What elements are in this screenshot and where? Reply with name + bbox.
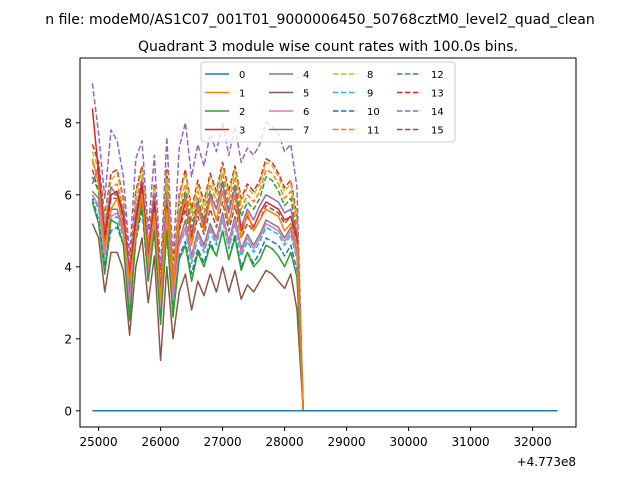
y-tick-label: 8 xyxy=(64,116,72,130)
x-tick-label: 30000 xyxy=(390,435,428,449)
legend-entry-14: 14 xyxy=(397,107,444,118)
legend-entry-11: 11 xyxy=(333,126,380,137)
legend-entry-4: 4 xyxy=(269,70,309,81)
legend-label: 0 xyxy=(239,70,245,81)
x-tick-label: 29000 xyxy=(328,435,366,449)
legend-label: 1 xyxy=(239,89,245,100)
legend-label: 9 xyxy=(367,89,373,100)
y-tick-label: 6 xyxy=(64,188,72,202)
legend-label: 14 xyxy=(431,107,444,118)
legend-entry-10: 10 xyxy=(333,107,380,118)
legend-entry-3: 3 xyxy=(205,126,245,137)
legend-entry-2: 2 xyxy=(205,107,245,118)
y-tick-label: 2 xyxy=(64,332,72,346)
x-tick-label: 25000 xyxy=(80,435,118,449)
legend-entry-5: 5 xyxy=(269,89,309,100)
legend-label: 11 xyxy=(367,126,380,137)
axes-frame xyxy=(79,57,577,428)
x-offset-label: +4.773e8 xyxy=(517,455,576,469)
x-tick-label: 26000 xyxy=(142,435,180,449)
legend-entry-8: 8 xyxy=(333,70,373,81)
legend-label: 5 xyxy=(303,89,309,100)
legend-box xyxy=(200,61,456,143)
legend-entry-15: 15 xyxy=(397,126,444,137)
legend-entry-6: 6 xyxy=(269,107,309,118)
chart-title: Quadrant 3 module wise count rates with … xyxy=(138,39,518,55)
legend-entry-7: 7 xyxy=(269,126,309,137)
legend-label: 15 xyxy=(431,126,444,137)
legend-label: 8 xyxy=(367,70,373,81)
x-tick-label: 28000 xyxy=(266,435,304,449)
x-tick-label: 31000 xyxy=(452,435,490,449)
legend-label: 2 xyxy=(239,107,245,118)
y-tick-label: 0 xyxy=(64,404,72,418)
legend-label: 13 xyxy=(431,89,444,100)
y-tick-label: 4 xyxy=(64,260,72,274)
legend-entry-0: 0 xyxy=(205,70,245,81)
figure-suptitle: n file: modeM0/AS1C07_001T01_9000006450_… xyxy=(45,12,594,28)
legend-label: 10 xyxy=(367,107,380,118)
legend-entry-9: 9 xyxy=(333,89,373,100)
legend-entry-13: 13 xyxy=(397,89,444,100)
x-tick-label: 27000 xyxy=(204,435,242,449)
legend-entry-1: 1 xyxy=(205,89,245,100)
x-tick-label: 32000 xyxy=(514,435,552,449)
x-axis: 25000 26000 27000 28000 29000 30000 31000 32000 xyxy=(80,427,552,449)
series-line-1 xyxy=(91,158,558,412)
legend-label: 6 xyxy=(303,107,309,118)
legend-entry-12: 12 xyxy=(397,70,444,81)
legend-label: 4 xyxy=(303,70,309,81)
series-layer xyxy=(91,83,558,412)
legend-label: 3 xyxy=(239,126,245,137)
y-axis: 0 2 4 6 8 xyxy=(64,116,80,418)
legend-label: 12 xyxy=(431,70,444,81)
legend-label: 7 xyxy=(303,126,309,137)
